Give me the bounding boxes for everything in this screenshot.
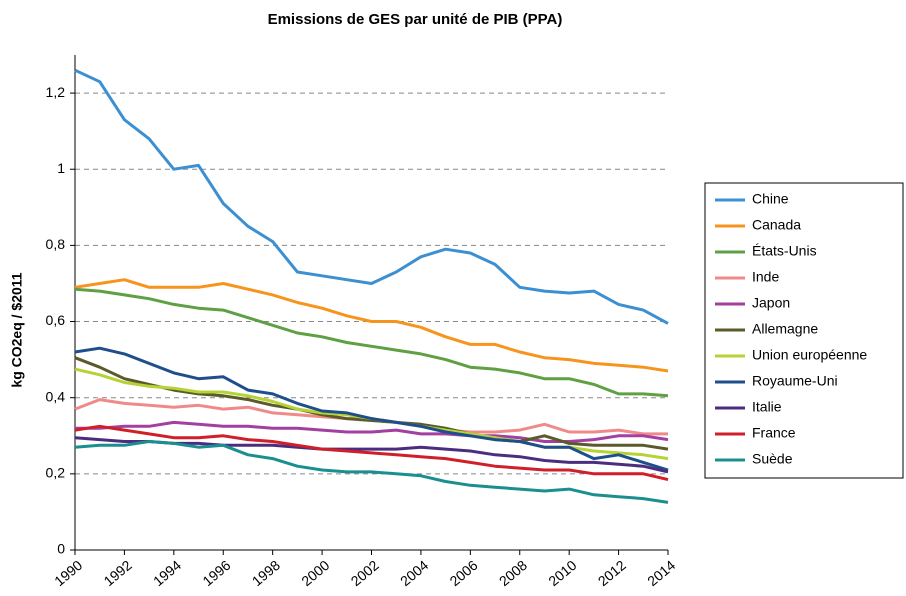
x-tick-label: 2014 — [644, 557, 678, 589]
legend-label: Italie — [752, 399, 782, 415]
y-tick-label: 1 — [57, 160, 65, 176]
y-tick-label: 0 — [57, 541, 65, 557]
x-tick-label: 1990 — [51, 557, 85, 589]
y-axis-label: kg CO2eq / $2011 — [9, 272, 25, 387]
legend-label: États-Unis — [752, 243, 817, 259]
chart-title: Emissions de GES par unité de PIB (PPA) — [268, 11, 563, 28]
legend-label: Allemagne — [752, 321, 818, 337]
legend-label: Royaume-Uni — [752, 373, 838, 389]
legend-label: Chine — [752, 191, 789, 207]
x-tick-label: 2010 — [545, 557, 579, 589]
y-tick-label: 1,2 — [46, 84, 66, 100]
y-tick-label: 0,2 — [46, 465, 66, 481]
series-line — [74, 278, 669, 373]
legend-label: Suède — [752, 451, 793, 467]
legend-label: France — [752, 425, 796, 441]
series-line — [74, 424, 669, 482]
x-tick-label: 1992 — [101, 557, 135, 589]
series-line — [74, 440, 669, 504]
y-tick-label: 0,6 — [46, 312, 66, 328]
y-tick-label: 0,4 — [46, 388, 66, 404]
x-tick-label: 2002 — [348, 557, 382, 589]
x-tick-label: 2006 — [446, 557, 480, 589]
x-tick-label: 2012 — [595, 557, 629, 589]
x-tick-label: 1994 — [150, 557, 184, 589]
series-line — [75, 420, 669, 443]
legend-label: Union européenne — [752, 347, 867, 363]
series-line — [74, 398, 668, 436]
x-tick-label: 2004 — [397, 557, 431, 589]
series-line — [74, 356, 669, 451]
legend-label: Inde — [752, 269, 779, 285]
series-line — [74, 287, 669, 398]
y-tick-label: 0,8 — [46, 236, 66, 252]
legend-label: Canada — [752, 217, 801, 233]
x-tick-label: 2008 — [496, 557, 530, 589]
x-tick-label: 1998 — [249, 557, 283, 589]
series-line — [74, 346, 669, 472]
x-tick-label: 2000 — [298, 557, 332, 589]
x-tick-label: 1996 — [199, 557, 233, 589]
legend-label: Japon — [752, 295, 790, 311]
series-line — [74, 68, 669, 325]
